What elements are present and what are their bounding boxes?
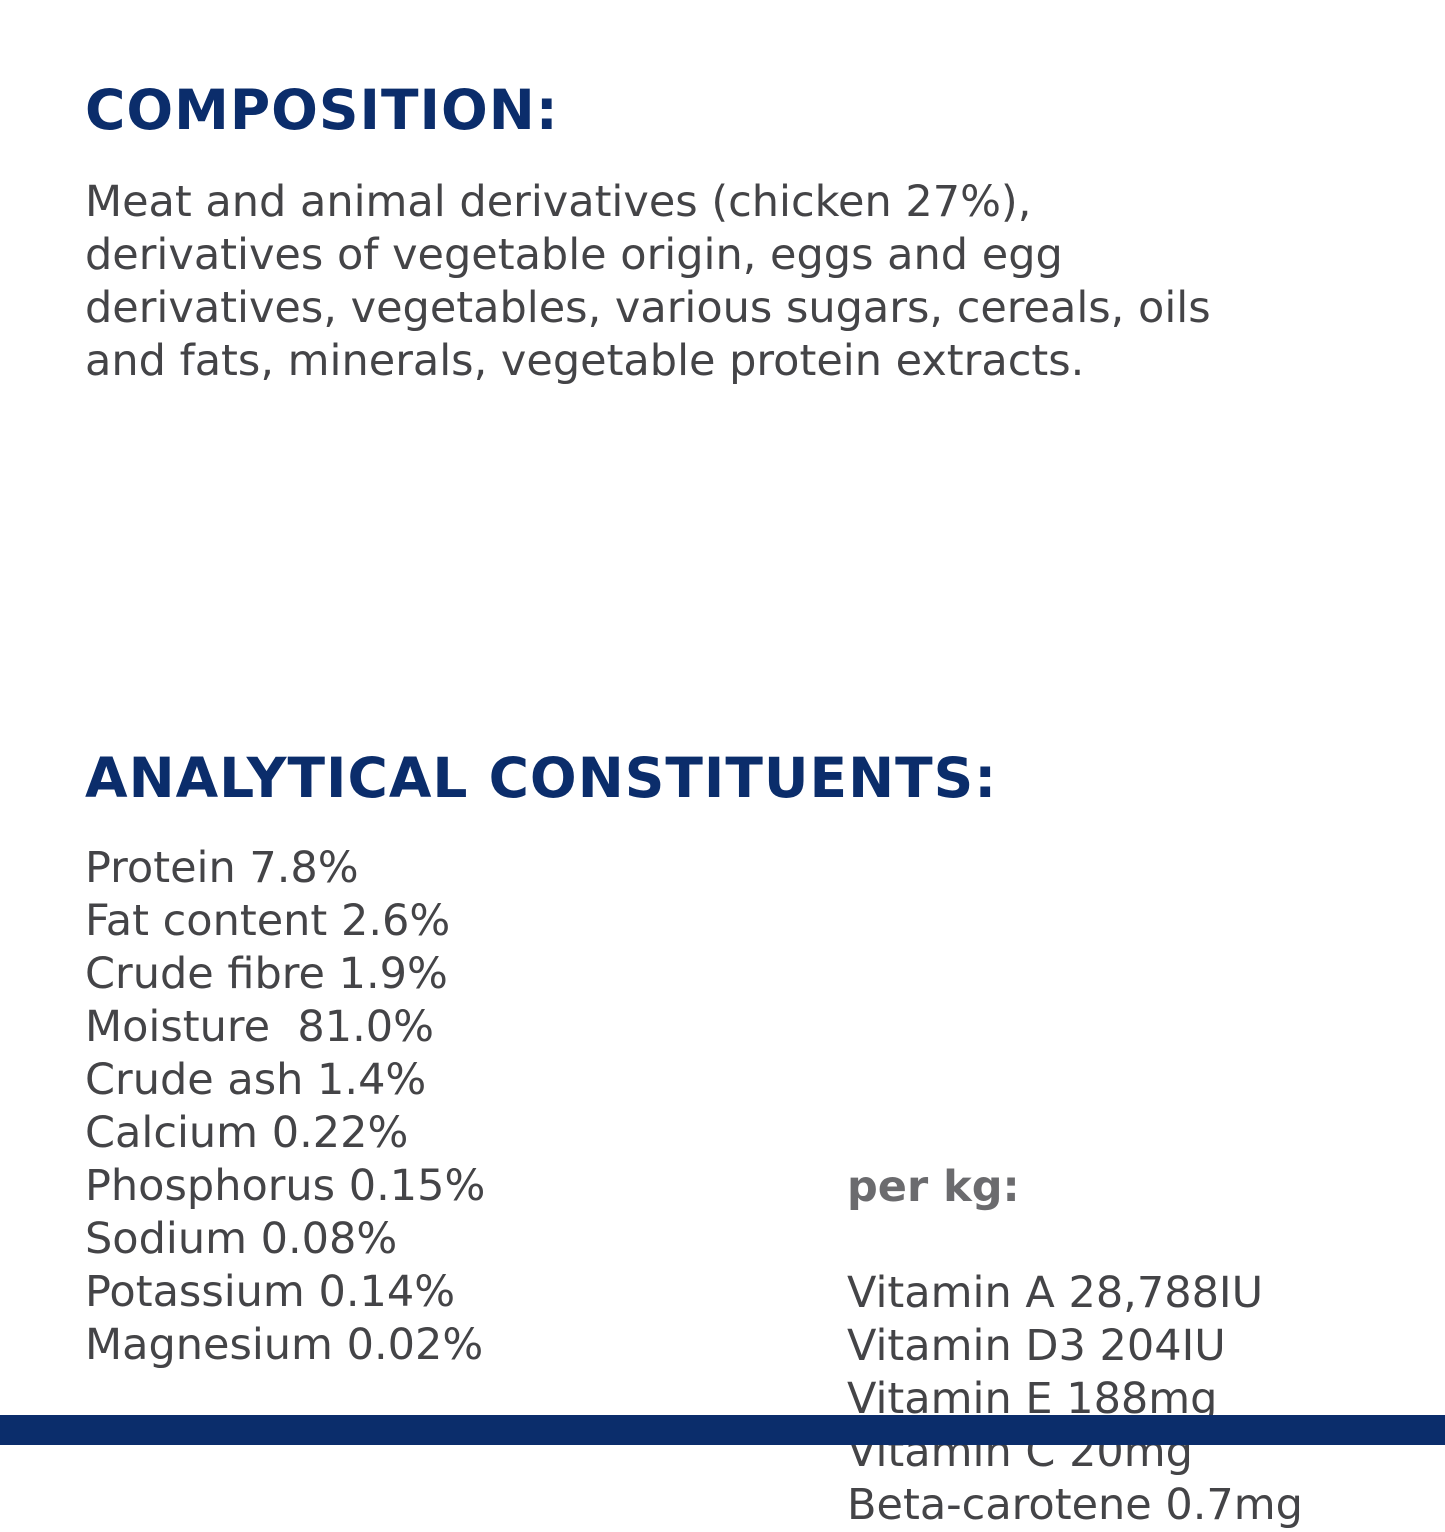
per-kg-list: per kg: Vitamin A 28,788IU Vitamin D3 204… xyxy=(847,1055,1303,1532)
constituent: Potassium 0.14% xyxy=(85,1267,456,1317)
constituent: Fat content 2.6% xyxy=(85,896,451,946)
composition-text: Meat and animal derivatives (chicken 27%… xyxy=(85,176,1211,388)
constituent: Moisture 81.0% xyxy=(85,1002,434,1052)
composition-line: and fats, minerals, vegetable protein ex… xyxy=(85,336,1085,386)
analytical-title: ANALYTICAL CONSTITUENTS: xyxy=(85,746,998,810)
footer-bar xyxy=(0,1415,1445,1445)
composition-line: derivatives, vegetables, various sugars,… xyxy=(85,283,1211,333)
vitamin: Beta-carotene 0.7mg xyxy=(847,1480,1303,1530)
constituent: Protein 7.8% xyxy=(85,843,359,893)
composition-line: derivatives of vegetable origin, eggs an… xyxy=(85,230,1063,280)
page: {"composition": {"title": "COMPOSITION:"… xyxy=(0,78,1445,1530)
constituent: Calcium 0.22% xyxy=(85,1108,409,1158)
constituent: Crude ash 1.4% xyxy=(85,1055,427,1105)
constituent: Magnesium 0.02% xyxy=(85,1320,484,1370)
constituent: Sodium 0.08% xyxy=(85,1214,398,1264)
constituent: Phosphorus 0.15% xyxy=(85,1161,486,1211)
vitamin: Vitamin A 28,788IU xyxy=(847,1268,1264,1318)
constituents-list: Protein 7.8% Fat content 2.6% Crude fibre … xyxy=(85,842,485,1372)
composition-title: COMPOSITION: xyxy=(85,78,559,142)
per-kg-title: per kg: xyxy=(847,1162,1020,1212)
constituent: Crude fibre 1.9% xyxy=(85,949,448,999)
composition-line: Meat and animal derivatives (chicken 27%… xyxy=(85,177,1032,227)
vitamin: Vitamin D3 204IU xyxy=(847,1321,1226,1371)
